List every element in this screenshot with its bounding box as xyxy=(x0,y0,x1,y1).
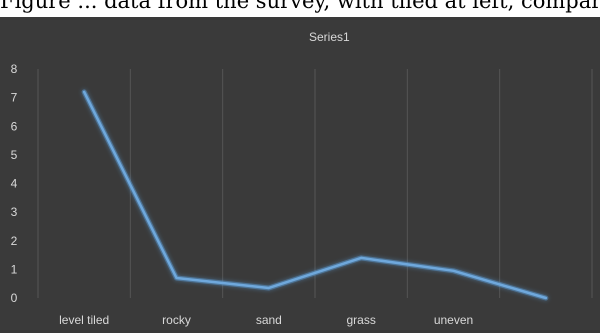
grid-lines xyxy=(37,69,593,298)
cropped-caption-text: Figure ... data from the survey, with ti… xyxy=(0,0,600,13)
x-axis-ticks: level tiled rocky sand grass uneven xyxy=(59,313,473,327)
legend: Series1 xyxy=(271,30,350,44)
y-tick-label: 1 xyxy=(11,262,18,276)
x-tick-label: sand xyxy=(256,313,282,327)
series-layer xyxy=(81,89,549,301)
y-tick-label: 0 xyxy=(11,291,18,305)
y-tick-label: 4 xyxy=(11,177,18,191)
y-tick-label: 5 xyxy=(11,148,18,162)
y-tick-label: 6 xyxy=(11,119,18,133)
y-tick-label: 3 xyxy=(11,205,18,219)
line-chart: 0 1 2 3 4 5 6 7 8 level tiled rocky sand grass uneve… xyxy=(0,17,600,333)
y-tick-label: 8 xyxy=(11,62,18,76)
y-tick-label: 2 xyxy=(11,234,18,248)
x-tick-label: grass xyxy=(346,313,375,327)
series-line xyxy=(82,90,548,300)
x-tick-label: rocky xyxy=(162,313,191,327)
y-tick-label: 7 xyxy=(11,91,18,105)
x-tick-label: level tiled xyxy=(59,313,109,327)
line-chart-svg: 0 1 2 3 4 5 6 7 8 level tiled rocky sand grass uneve… xyxy=(11,30,593,327)
y-axis-ticks: 0 1 2 3 4 5 6 7 8 xyxy=(11,62,18,305)
x-tick-label: uneven xyxy=(434,313,473,327)
legend-label: Series1 xyxy=(309,30,350,44)
